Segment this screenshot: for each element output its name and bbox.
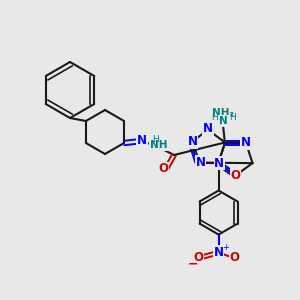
Text: H: H: [152, 134, 158, 143]
Text: −: −: [187, 257, 198, 270]
Text: H: H: [212, 112, 218, 122]
Text: N: N: [241, 136, 251, 149]
Text: H: H: [230, 112, 236, 122]
Text: O: O: [158, 163, 168, 176]
Text: O: O: [194, 251, 204, 264]
Text: NH: NH: [150, 140, 168, 150]
Text: N: N: [203, 122, 213, 136]
Text: N: N: [220, 116, 228, 126]
Text: +: +: [222, 243, 229, 252]
Text: O: O: [230, 251, 240, 264]
Text: N: N: [214, 157, 224, 169]
Text: N: N: [188, 135, 198, 148]
Text: N: N: [214, 246, 224, 259]
Text: N: N: [195, 156, 206, 169]
Text: N: N: [137, 134, 147, 146]
Text: NH₂: NH₂: [212, 108, 234, 118]
Text: O: O: [230, 169, 240, 182]
